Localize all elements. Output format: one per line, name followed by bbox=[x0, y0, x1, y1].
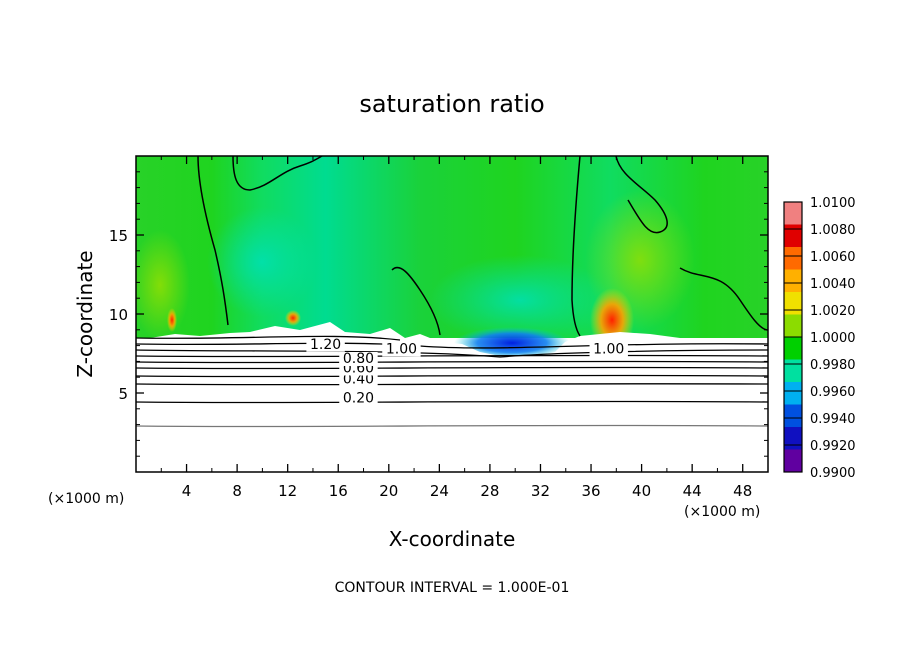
y-tick-label: 10 bbox=[109, 306, 128, 324]
x-unit-label: (×1000 m) bbox=[684, 504, 760, 520]
y-axis-ticks: 5 10 15 bbox=[109, 171, 768, 457]
colorbar-swatch bbox=[784, 427, 802, 450]
x-tick-label: 40 bbox=[632, 482, 651, 500]
colorbar-swatch bbox=[784, 359, 802, 383]
colorbar-swatch bbox=[784, 382, 802, 405]
colorbar-label: 0.9980 bbox=[810, 358, 856, 373]
x-tick-label: 28 bbox=[480, 482, 499, 500]
field-cyan-left bbox=[207, 207, 317, 317]
colorbar-swatch bbox=[784, 269, 802, 293]
colorbar-swatch bbox=[784, 202, 802, 225]
field-lime-left bbox=[136, 230, 190, 340]
colorbar-swatch bbox=[784, 292, 802, 315]
lower-contour-band bbox=[136, 335, 768, 428]
contour-label-bg bbox=[589, 342, 628, 357]
contour-label: 1.00 bbox=[593, 342, 624, 358]
x-tick-label: 16 bbox=[329, 482, 348, 500]
field-red-blob-left bbox=[167, 308, 177, 332]
colorbar-swatch bbox=[784, 449, 802, 473]
contour-0-40 bbox=[136, 383, 768, 386]
y-tick-label: 5 bbox=[118, 385, 128, 403]
contour-label: 1.00 bbox=[386, 342, 417, 358]
chart-title: saturation ratio bbox=[359, 90, 544, 118]
contour-labels: 0.200.400.600.801.20 1.00 1.00 bbox=[306, 337, 628, 406]
contour-line-top-right bbox=[615, 156, 668, 234]
x-tick-label: 24 bbox=[430, 482, 449, 500]
x-axis-ticks: 4 8 12 16 20 24 28 32 36 40 44 48 bbox=[160, 156, 752, 500]
contour-label: 1.20 bbox=[310, 337, 341, 353]
contour-line-right-vertical bbox=[571, 156, 581, 337]
colorbar-label: 0.9920 bbox=[810, 439, 856, 454]
field-blue-blob bbox=[454, 327, 570, 359]
contour-0-80 bbox=[136, 366, 768, 370]
colorbar-label: 1.0020 bbox=[810, 304, 856, 319]
y-tick-label: 15 bbox=[109, 227, 128, 245]
field-cyan-center bbox=[430, 255, 610, 345]
contour-label-bg bbox=[339, 391, 378, 406]
contour-line-right-mid bbox=[679, 267, 768, 331]
contour-label-bg bbox=[306, 337, 345, 352]
x-tick-label: 20 bbox=[379, 482, 398, 500]
x-tick-label: 4 bbox=[182, 482, 192, 500]
colorbar-label: 1.0000 bbox=[810, 331, 856, 346]
y-axis-label: Z-coordinate bbox=[73, 250, 97, 377]
colorbar-label: 1.0060 bbox=[810, 250, 856, 265]
contour-interval-note: CONTOUR INTERVAL = 1.000E-01 bbox=[335, 580, 570, 596]
contour-label-bg bbox=[382, 342, 421, 357]
colorbar-swatch bbox=[784, 314, 802, 338]
colorbar-swatch bbox=[784, 404, 802, 428]
contour-label: 0.40 bbox=[343, 372, 374, 388]
colorbar-label: 0.9960 bbox=[810, 385, 856, 400]
contour-band-9 bbox=[136, 335, 401, 341]
plot-area bbox=[136, 156, 768, 472]
contour-line-left-vertical bbox=[197, 156, 229, 326]
contour-bottom-gray bbox=[136, 424, 768, 428]
x-axis-label: X-coordinate bbox=[389, 527, 516, 551]
colorbar-label: 0.9940 bbox=[810, 412, 856, 427]
colorbar-swatch bbox=[784, 337, 802, 360]
contour-0-60 bbox=[136, 374, 768, 378]
x-tick-label: 48 bbox=[733, 482, 752, 500]
white-lower-region bbox=[136, 322, 768, 472]
contour-band-7 bbox=[136, 349, 768, 358]
x-tick-label: 44 bbox=[683, 482, 702, 500]
x-tick-label: 36 bbox=[581, 482, 600, 500]
colorbar-label: 0.9900 bbox=[810, 466, 856, 481]
x-tick-label: 12 bbox=[278, 482, 297, 500]
x-tick-label: 8 bbox=[232, 482, 242, 500]
x-tick-label: 32 bbox=[531, 482, 550, 500]
colorbar-label: 1.0100 bbox=[810, 196, 856, 211]
contour-label: 0.20 bbox=[343, 390, 374, 406]
contour-0-20 bbox=[136, 400, 768, 404]
colorbar-label: 1.0040 bbox=[810, 277, 856, 292]
colorbar-label: 1.0080 bbox=[810, 223, 856, 238]
field-red-blob-small bbox=[285, 310, 301, 326]
contour-label: 0.80 bbox=[343, 351, 374, 367]
colorbar: 1.0100 1.0080 1.0060 1.0040 1.0020 1.0000 0.99… bbox=[783, 196, 856, 481]
contour-label-bg bbox=[339, 351, 378, 366]
y-unit-label: (×1000 m) bbox=[48, 491, 124, 507]
contour-band-5 bbox=[136, 360, 768, 364]
contour-line-center bbox=[391, 266, 441, 336]
colorbar-swatch bbox=[784, 224, 802, 248]
contour-line-top-left bbox=[232, 156, 323, 191]
contour-label-bg bbox=[339, 372, 378, 387]
colorbar-swatch bbox=[784, 247, 802, 270]
